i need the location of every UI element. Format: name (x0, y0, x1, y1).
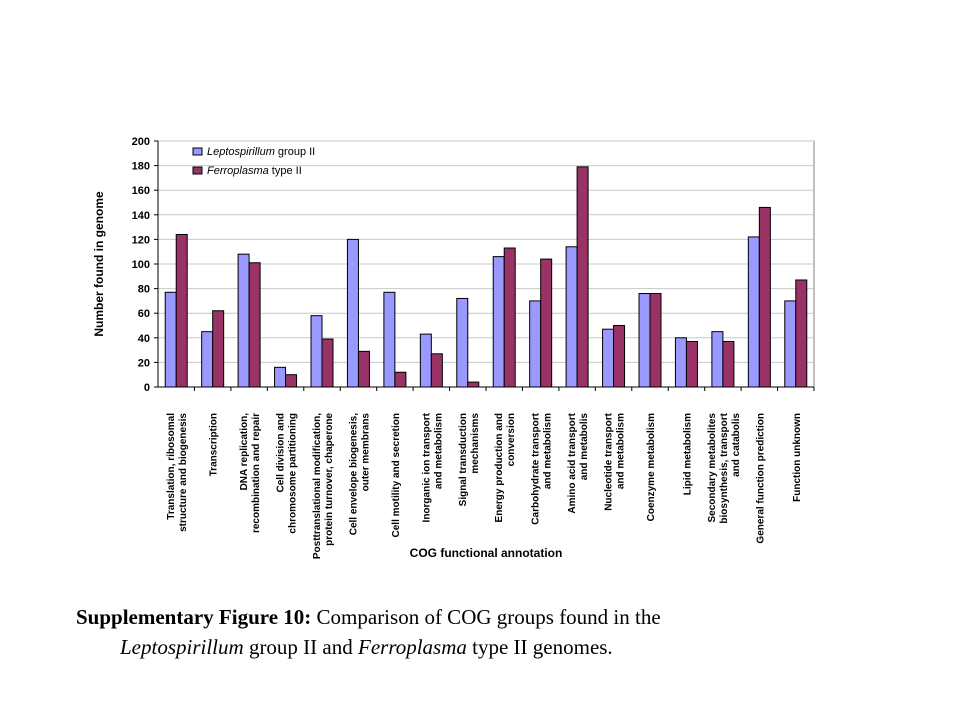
y-tick-label: 160 (132, 185, 150, 197)
bar-ferroplasma (722, 340, 735, 388)
x-tick-label: Cell envelope biogenesis,outer membrans (348, 413, 371, 536)
bar-leptospirillum (784, 300, 797, 388)
bar-leptospirillum (638, 293, 651, 388)
bar-leptospirillum (383, 291, 396, 388)
caption-text-2: group II and (243, 635, 358, 659)
x-tick-label: Transcription (209, 413, 220, 476)
bar-ferroplasma (613, 325, 626, 388)
bar-leptospirillum (456, 297, 469, 388)
x-tick-label: Cell motility and secretion (391, 413, 402, 537)
x-tick-label: Secondary metabolitesbiosynthesis, trans… (707, 412, 742, 523)
caption-italic-1: Leptospirillum (120, 635, 244, 659)
bar-leptospirillum (201, 331, 214, 388)
y-tick-label: 40 (138, 333, 150, 345)
bar-leptospirillum (529, 300, 542, 388)
x-tick-label: Cell division andchromosome partitioning (276, 413, 299, 534)
bar-ferroplasma (758, 206, 771, 388)
x-axis-label: COG functional annotation (410, 546, 563, 560)
x-tick-label: General function prediction (755, 413, 766, 544)
caption-text-1: Comparison of COG groups found in the (311, 605, 661, 629)
bar-ferroplasma (175, 233, 188, 388)
x-tick-label: Signal transductionmechanisms (458, 413, 481, 507)
x-tick-label: DNA replication,recombination and repair (239, 413, 262, 533)
bar-ferroplasma (430, 353, 443, 388)
bar-leptospirillum (237, 253, 250, 388)
bar-leptospirillum (164, 291, 177, 388)
caption-text-3: type II genomes. (466, 635, 613, 659)
legend-label: Leptospirillum group II (207, 146, 315, 158)
bar-leptospirillum (747, 236, 760, 388)
x-tick-label: Coenzyme metabolism (646, 413, 657, 521)
y-tick-label: 120 (132, 234, 150, 246)
x-tick-label: Carbohydrate transportand metabolism (531, 412, 554, 524)
bar-ferroplasma (503, 247, 516, 388)
y-tick-label: 140 (132, 210, 150, 222)
bar-ferroplasma (540, 258, 553, 388)
y-tick-label: 60 (138, 308, 150, 320)
bar-leptospirillum (346, 238, 359, 388)
x-tick-label: Energy production andconversion (494, 413, 517, 522)
bar-leptospirillum (711, 331, 724, 388)
bar-leptospirillum (492, 256, 505, 388)
bar-leptospirillum (310, 315, 323, 388)
x-tick-label: Posttranslational modification,protein t… (312, 413, 335, 560)
bar-leptospirillum (674, 337, 687, 388)
bar-leptospirillum (602, 328, 615, 388)
legend-swatch (192, 147, 203, 156)
bar-ferroplasma (357, 350, 370, 388)
x-tick-label: Function unknown (792, 413, 803, 502)
bar-ferroplasma (795, 279, 808, 388)
cog-bar-chart: 0 20 40 60 80 100 120 140 160 180 200 Translation, … (92, 136, 815, 560)
y-tick-label: 80 (138, 284, 150, 296)
legend-swatch (192, 166, 203, 175)
y-tick-label: 0 (144, 382, 150, 394)
x-tick-label: Amino acid transportand metabolis (567, 412, 590, 513)
y-tick-label: 200 (132, 136, 150, 148)
x-tick-label: Translation, ribosomalstructure and biog… (166, 413, 189, 532)
bar-ferroplasma (248, 262, 261, 388)
bar-ferroplasma (285, 374, 298, 388)
bar-ferroplasma (649, 293, 662, 388)
bar-leptospirillum (274, 366, 287, 388)
x-tick-label: Nucleotide transportand metabolism (604, 412, 627, 510)
y-tick-label: 100 (132, 259, 150, 271)
bar-ferroplasma (576, 166, 589, 388)
caption-italic-2: Ferroplasma (358, 635, 467, 659)
bar-leptospirillum (419, 333, 432, 388)
bar-ferroplasma (394, 371, 407, 388)
y-tick-label: 20 (138, 357, 150, 369)
bar-ferroplasma (212, 310, 225, 388)
bar-ferroplasma (321, 338, 334, 388)
y-tick-label: 180 (132, 161, 150, 173)
x-tick-label: Inorganic ion transportand metabolism (421, 412, 444, 522)
bar-ferroplasma (685, 340, 698, 388)
x-tick-label: Lipid metabolism (682, 413, 693, 495)
bar-ferroplasma (467, 381, 480, 388)
caption-label: Supplementary Figure 10: (76, 605, 312, 629)
figure-caption: Supplementary Figure 10: Comparison of C… (76, 602, 876, 662)
y-axis-label: Number found in genome (92, 191, 106, 337)
legend-label: Ferroplasma type II (207, 165, 302, 177)
bar-leptospirillum (565, 246, 578, 388)
